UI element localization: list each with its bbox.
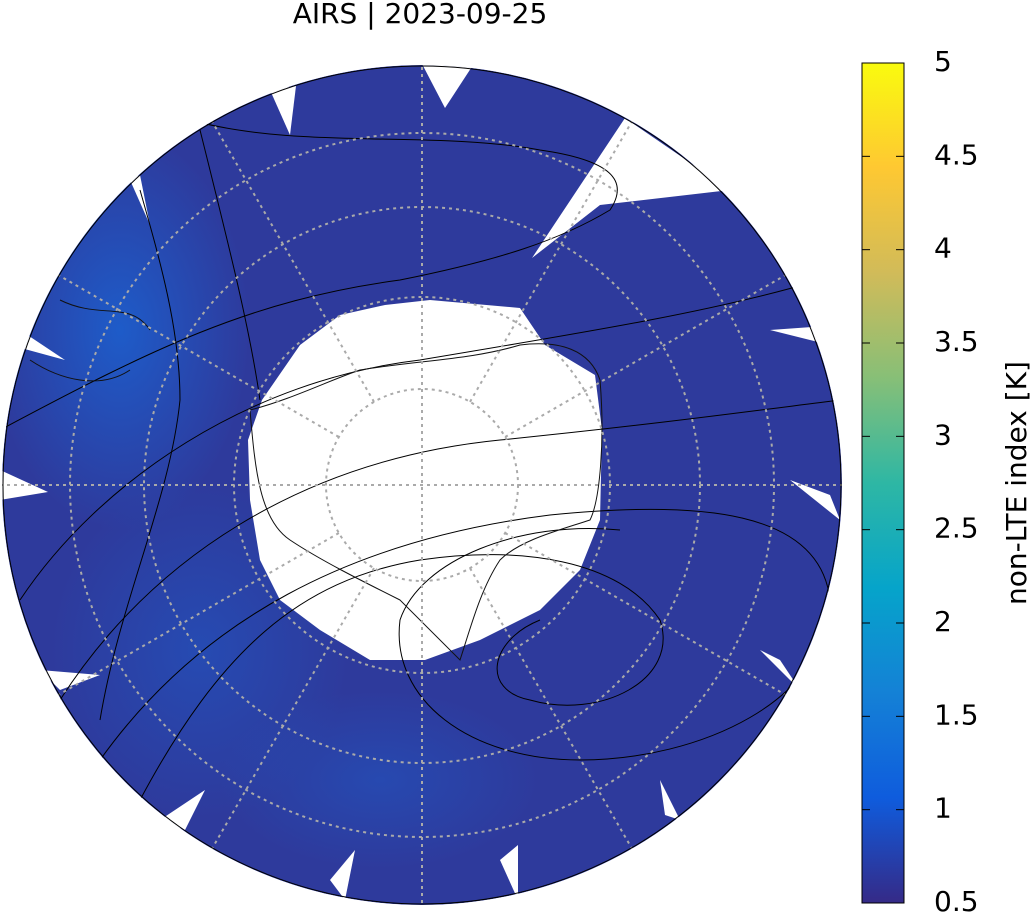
colorbar-tick-label: 1 [934,792,952,825]
colorbar-tick-label: 2 [934,605,952,638]
graticule [2,65,842,905]
colorbar-tick-label: 3.5 [934,325,979,358]
colorbar-tick-label: 4 [934,232,952,265]
coastline [29,299,603,661]
map-title: AIRS | 2023-09-25 [293,0,548,30]
swath-gap [790,480,840,520]
swath-gap [660,780,680,820]
colorbar-tick-label: 1.5 [934,698,979,731]
swath-gap [130,175,150,225]
colorbar-tick-label: 3 [934,418,952,451]
swath-gap [420,65,475,108]
colorbar-tick-label: 5 [934,45,952,78]
swath-gap [500,845,518,900]
map-border [2,65,842,905]
swath-gap [40,670,100,690]
swath-gap [532,118,730,258]
swath-gap [160,790,205,830]
field-patch [220,690,540,870]
polar-gap [248,300,602,660]
colorbar [861,62,905,904]
swath-gap [760,650,800,690]
colorbar-tick-label: 4.5 [934,138,979,171]
contours [2,119,841,801]
swath-gap [330,850,355,900]
swath-gap [270,86,296,135]
colorbar-tick-label: 2.5 [934,512,979,545]
colorbar-label: non-LTE index [K] [1000,361,1032,605]
map-field [2,65,842,905]
colorbar-tick-label: 0.5 [934,885,979,913]
